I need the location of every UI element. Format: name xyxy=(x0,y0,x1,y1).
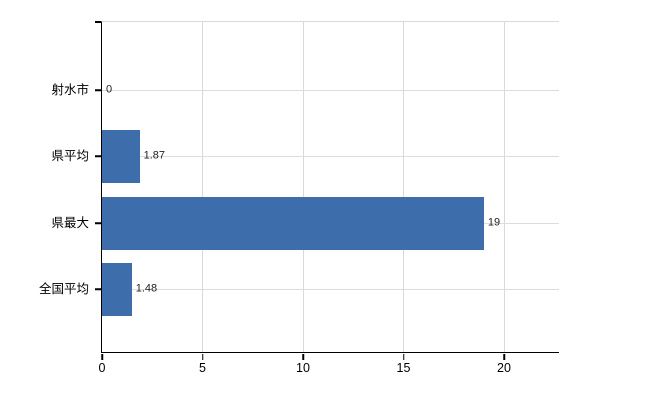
grid-line-vertical xyxy=(503,22,505,352)
plot-area: 0 5 10 15 20 射水市 0 県平均 1.87 県最大 19 全国平均 1.48 xyxy=(39,21,559,374)
x-tick-label: 5 xyxy=(199,361,206,375)
grid-line-horizontal xyxy=(102,89,559,91)
value-label: 1.48 xyxy=(135,282,158,295)
x-axis-tick xyxy=(503,353,505,360)
bar xyxy=(102,262,132,316)
grid-line-vertical xyxy=(302,22,304,352)
y-axis-tick xyxy=(94,222,101,224)
bar xyxy=(102,196,484,250)
grid-line-horizontal xyxy=(102,288,559,290)
y-axis-tick xyxy=(94,288,101,290)
y-axis-tick xyxy=(94,155,101,157)
x-tick-label: 15 xyxy=(396,361,411,375)
x-tick-label: 0 xyxy=(98,361,106,375)
y-axis-top-tick xyxy=(94,21,101,23)
category-label: 県最大 xyxy=(51,215,89,230)
x-axis-tick xyxy=(101,353,103,360)
value-label: 1.87 xyxy=(143,149,165,162)
x-axis-tick xyxy=(201,353,204,360)
value-label: 0 xyxy=(106,83,113,96)
category-label: 全国平均 xyxy=(38,281,89,296)
y-axis-tick xyxy=(94,89,101,91)
x-tick-label: 10 xyxy=(296,361,310,375)
x-axis-tick xyxy=(302,353,304,360)
grid-line-vertical xyxy=(403,22,404,352)
value-label: 19 xyxy=(487,216,501,229)
x-axis-tick xyxy=(402,353,405,360)
category-label: 射水市 xyxy=(51,82,89,97)
bar xyxy=(102,129,140,183)
grid-line-horizontal xyxy=(102,155,559,157)
grid-line-vertical xyxy=(202,22,203,352)
x-tick-label: 20 xyxy=(497,361,511,375)
category-label: 県平均 xyxy=(51,148,89,163)
